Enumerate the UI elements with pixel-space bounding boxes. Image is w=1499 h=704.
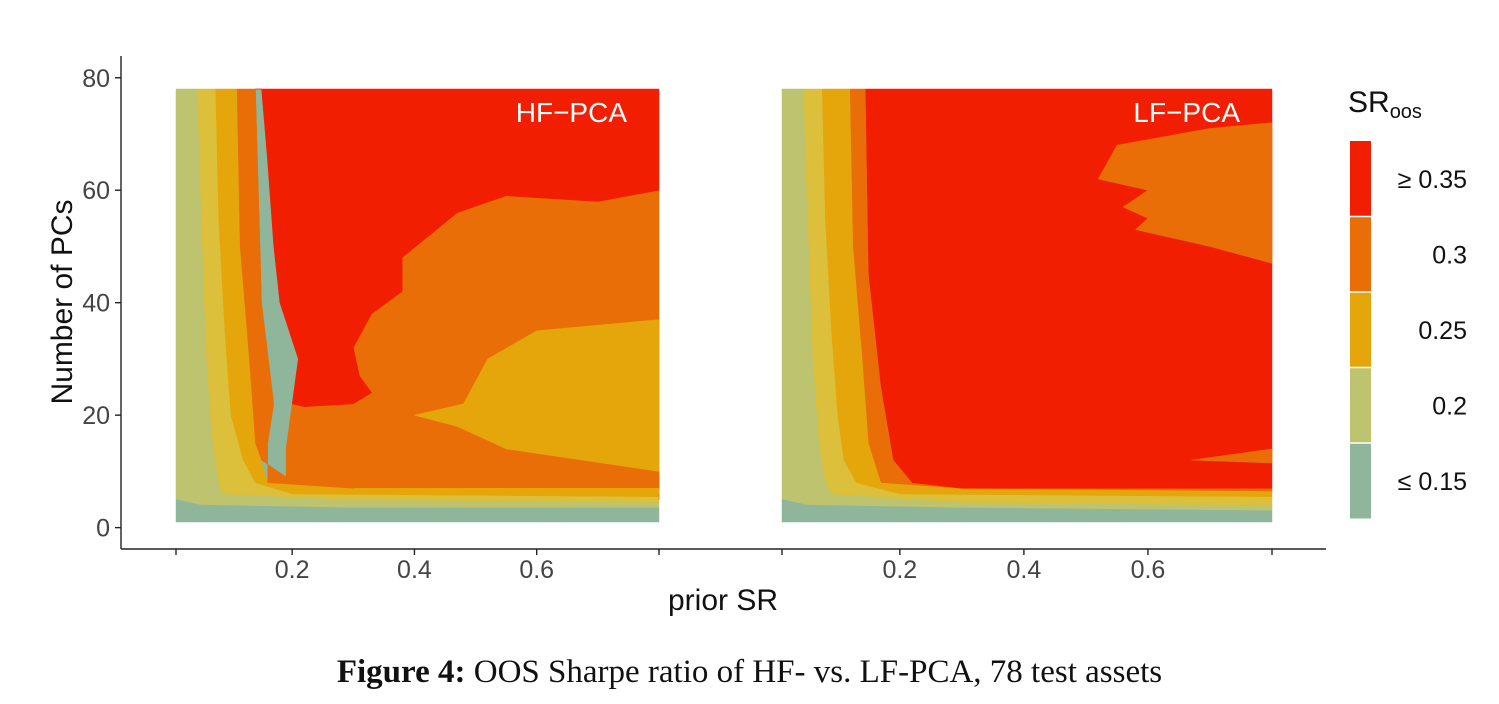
x-axis-label: prior SR [668,584,778,617]
y-ticks: 0 20 40 60 80 [82,65,121,543]
legend-swatch [1350,141,1371,217]
legend-swatch [1350,292,1371,368]
y-tick-label: 40 [82,290,110,318]
contour-region-7 [1191,448,1273,464]
x-tick-label: 0.2 [275,556,310,584]
legend-swatch [1350,216,1371,292]
legend-label: 0.2 [1432,392,1467,420]
legend-label: ≥ 0.35 [1398,166,1467,194]
y-tick-label: 60 [82,177,110,205]
x-ticks: 0.2 0.4 0.6 0.2 0.4 0.6 [175,549,1273,584]
x-tick-label: 0.4 [1007,556,1042,584]
legend-label: 0.25 [1418,317,1467,345]
legend-bins: ≥ 0.35 0.3 0.25 0.2 ≤ 0.15 [1350,141,1467,519]
panel-label: HF−PCA [516,97,628,128]
panel-label: LF−PCA [1133,97,1240,128]
legend-title-main: SR [1348,86,1390,119]
contour-region-8 [255,88,660,407]
x-tick-label: 0.6 [519,556,554,584]
legend-title-sub: oos [1390,101,1422,123]
legend-label: 0.3 [1432,241,1467,269]
panels: HF−PCA LF−PCA [175,88,1273,523]
x-tick-label: 0.4 [397,556,432,584]
contour-region-7 [353,488,660,495]
y-tick-label: 0 [96,515,110,543]
panel-2: LF−PCA [781,88,1273,523]
legend-swatch [1350,367,1371,443]
legend-label: ≤ 0.15 [1398,468,1467,496]
legend: SRoos ≥ 0.35 0.3 0.25 0.2 ≤ 0.15 [1348,86,1467,519]
caption-label: Figure 4: [336,654,466,690]
x-tick-label: 0.2 [882,556,917,584]
contour-region-6 [1097,122,1273,264]
figure-caption: Figure 4: OOS Sharpe ratio of HF- vs. LF… [0,654,1499,691]
y-axis-label: Number of PCs [46,199,79,404]
legend-title: SRoos [1348,86,1422,123]
y-tick-label: 20 [82,402,110,430]
contour-region-8 [781,499,1273,523]
panel-1: HF−PCA [175,88,660,523]
legend-swatch [1350,443,1371,519]
contour-region-6 [414,319,660,472]
caption-text: OOS Sharpe ratio of HF- vs. LF-PCA, 78 t… [473,654,1163,690]
contour-region-9 [175,499,660,523]
y-tick-label: 80 [82,65,110,93]
x-tick-label: 0.6 [1131,556,1166,584]
